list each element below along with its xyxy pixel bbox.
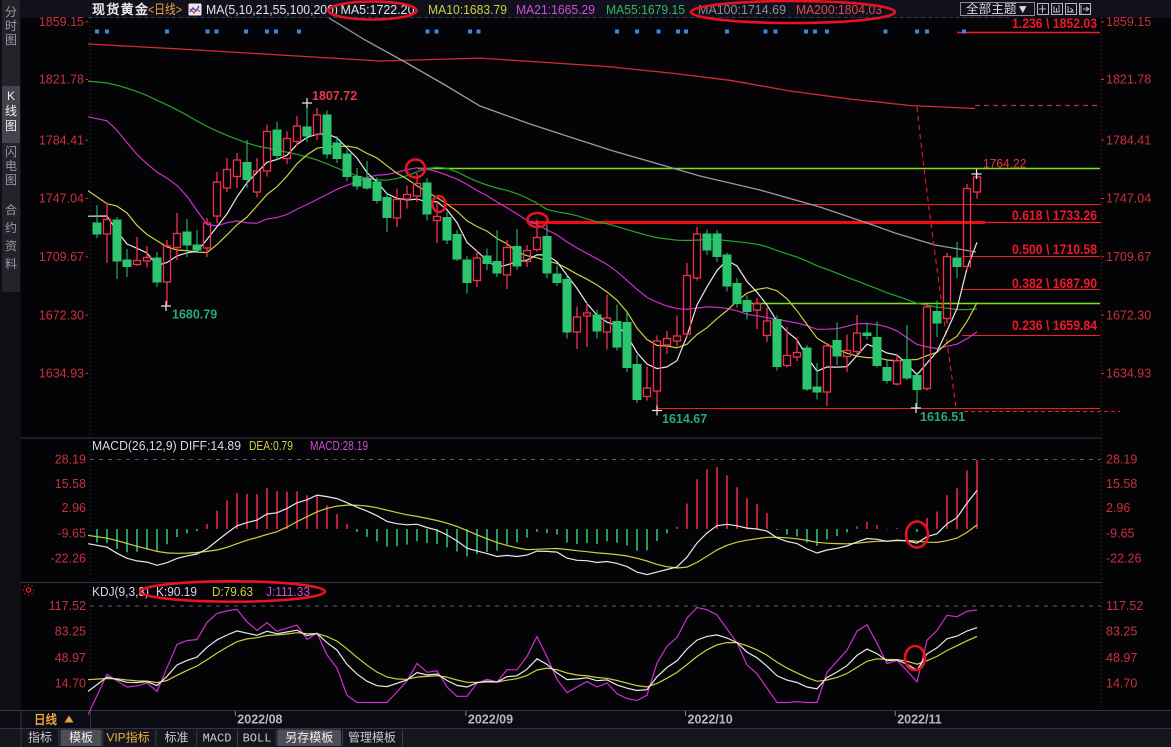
svg-text:标准: 标准 (164, 731, 188, 745)
svg-text:2.96: 2.96 (1106, 501, 1130, 515)
svg-text:2022/08: 2022/08 (237, 713, 282, 727)
svg-text:另存模板: 另存模板 (285, 731, 333, 745)
svg-text:现货黄金: 现货黄金 (92, 2, 149, 17)
svg-text:闪: 闪 (5, 145, 17, 159)
svg-text:K: K (7, 89, 15, 103)
svg-text:1764.22: 1764.22 (983, 157, 1027, 171)
svg-text:1634.93: 1634.93 (39, 367, 84, 381)
svg-text:资: 资 (5, 239, 17, 253)
svg-text:1859.15: 1859.15 (39, 15, 84, 29)
svg-text:BOLL: BOLL (243, 732, 272, 746)
svg-text:MA100:1714.69: MA100:1714.69 (698, 2, 786, 17)
svg-text:2022/09: 2022/09 (468, 713, 513, 727)
svg-text:1614.67: 1614.67 (662, 412, 707, 426)
svg-text:14.70: 14.70 (55, 676, 86, 690)
svg-text:MACD: MACD (203, 732, 232, 746)
svg-text:0.618 \ 1733.26: 0.618 \ 1733.26 (1012, 208, 1097, 223)
svg-text:1616.51: 1616.51 (920, 410, 965, 424)
svg-text:1709.67: 1709.67 (39, 250, 84, 264)
svg-text:1709.67: 1709.67 (1106, 250, 1151, 264)
svg-text:1859.15: 1859.15 (1106, 15, 1151, 29)
svg-text:图: 图 (5, 33, 17, 47)
svg-text:D:79.63: D:79.63 (212, 585, 253, 599)
svg-text:1.236 \ 1852.03: 1.236 \ 1852.03 (1012, 16, 1097, 31)
svg-text:28.19: 28.19 (55, 453, 86, 467)
svg-text:全部主题▼: 全部主题▼ (966, 1, 1029, 16)
svg-text:MA10:1683.79: MA10:1683.79 (428, 2, 507, 17)
svg-text:1680.79: 1680.79 (172, 308, 217, 322)
svg-text:MA55:1679.15: MA55:1679.15 (606, 2, 685, 17)
svg-text:1784.41: 1784.41 (39, 133, 84, 147)
svg-text:-9.65: -9.65 (58, 526, 87, 540)
svg-text:DEA:0.79: DEA:0.79 (249, 439, 293, 453)
svg-text:图: 图 (5, 119, 17, 133)
svg-text:2022/10: 2022/10 (688, 713, 733, 727)
svg-text:合: 合 (5, 202, 17, 217)
svg-text:2.96: 2.96 (62, 501, 86, 515)
svg-text:0.382 \ 1687.90: 0.382 \ 1687.90 (1012, 276, 1097, 291)
svg-text:28.19: 28.19 (1106, 453, 1137, 467)
svg-text:模板: 模板 (69, 731, 93, 745)
svg-text:指标: 指标 (28, 730, 52, 745)
svg-text:-22.26: -22.26 (1106, 552, 1141, 566)
svg-text:MA(5,10,21,55,100,200): MA(5,10,21,55,100,200) (206, 2, 338, 17)
svg-text:2022/11: 2022/11 (897, 713, 942, 727)
svg-text:图: 图 (5, 173, 17, 187)
svg-text:分: 分 (5, 5, 17, 19)
svg-text:约: 约 (5, 220, 17, 235)
svg-text:J:111.33: J:111.33 (266, 585, 310, 599)
svg-text:时: 时 (5, 19, 17, 33)
svg-text:1807.72: 1807.72 (312, 89, 357, 103)
svg-text:-22.26: -22.26 (51, 552, 86, 566)
svg-text:0.236 \ 1659.84: 0.236 \ 1659.84 (1012, 318, 1097, 333)
svg-text:MA21:1665.29: MA21:1665.29 (516, 2, 595, 17)
svg-text:14.70: 14.70 (1106, 676, 1137, 690)
svg-text:117.52: 117.52 (1106, 599, 1143, 613)
svg-text:1672.30: 1672.30 (1106, 308, 1151, 322)
svg-text:1634.93: 1634.93 (1106, 367, 1151, 381)
svg-text:83.25: 83.25 (1106, 625, 1137, 639)
svg-text:15.58: 15.58 (55, 477, 86, 491)
svg-text:<日线>: <日线> (148, 2, 182, 17)
svg-text:48.97: 48.97 (55, 651, 86, 665)
svg-text:料: 料 (5, 257, 17, 271)
svg-text:MA200:1804.03: MA200:1804.03 (796, 2, 882, 17)
svg-text:K:90.19: K:90.19 (156, 585, 197, 599)
svg-text:日线: 日线 (34, 712, 57, 727)
svg-text:1747.04: 1747.04 (1106, 192, 1151, 206)
svg-text:MACD:28.19: MACD:28.19 (310, 439, 368, 453)
svg-text:MACD(26,12,9) DIFF:14.89: MACD(26,12,9) DIFF:14.89 (92, 439, 241, 453)
svg-text:1821.78: 1821.78 (1106, 73, 1151, 87)
svg-text:管理模板: 管理模板 (348, 730, 396, 745)
svg-text:线: 线 (5, 104, 17, 118)
svg-text:1747.04: 1747.04 (39, 192, 84, 206)
svg-text:KDJ(9,3,3): KDJ(9,3,3) (92, 585, 149, 599)
svg-text:1821.78: 1821.78 (39, 73, 84, 87)
svg-text:117.52: 117.52 (49, 599, 86, 613)
svg-text:0.500 \ 1710.58: 0.500 \ 1710.58 (1012, 242, 1097, 257)
svg-text:1672.30: 1672.30 (39, 308, 84, 322)
svg-text:-9.65: -9.65 (1106, 526, 1135, 540)
svg-text:48.97: 48.97 (1106, 651, 1137, 665)
svg-text:15.58: 15.58 (1106, 477, 1137, 491)
svg-text:MA5:1722.20: MA5:1722.20 (341, 2, 415, 17)
svg-text:电: 电 (5, 159, 17, 173)
svg-text:83.25: 83.25 (55, 625, 86, 639)
svg-text:1784.41: 1784.41 (1106, 133, 1151, 147)
svg-text:VIP指标: VIP指标 (106, 730, 149, 745)
